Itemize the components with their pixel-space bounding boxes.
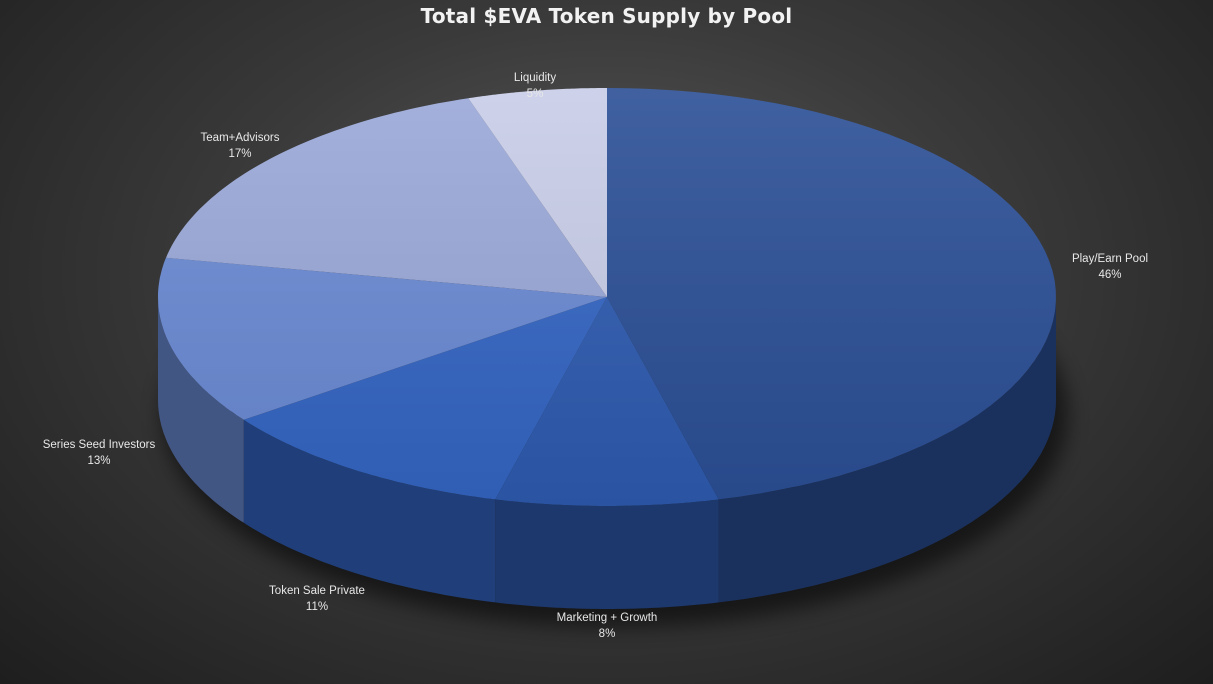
slice-label-percent: 8% bbox=[598, 628, 616, 640]
pie-side-marketing-growth bbox=[495, 499, 719, 609]
slice-label-name: Team+Advisors bbox=[200, 132, 280, 144]
slice-label-play-earn-pool: Play/Earn Pool 46% bbox=[1072, 251, 1148, 283]
chart-title: Total $EVA Token Supply by Pool bbox=[420, 4, 793, 28]
pie-top-sheen bbox=[158, 88, 1056, 506]
slice-label-name: Marketing + Growth bbox=[556, 612, 658, 624]
slice-label-name: Liquidity bbox=[513, 72, 557, 84]
slice-label-liquidity: Liquidity 5% bbox=[514, 70, 556, 102]
pie-side-play-earn-pool bbox=[718, 297, 1056, 603]
slice-label-name: Play/Earn Pool bbox=[1071, 253, 1149, 265]
slice-label-percent: 46% bbox=[1098, 269, 1122, 281]
slice-label-team-advisors: Team+Advisors 17% bbox=[201, 130, 280, 162]
slice-label-token-sale-private: Token Sale Private 11% bbox=[269, 583, 365, 615]
slice-label-percent: 13% bbox=[87, 455, 111, 467]
slice-label-name: Series Seed Investors bbox=[42, 439, 156, 451]
slice-label-series-seed-investors: Series Seed Investors 13% bbox=[43, 437, 156, 469]
pie-side-token-sale-private bbox=[243, 419, 496, 603]
slice-label-percent: 11% bbox=[305, 601, 329, 613]
slice-label-percent: 5% bbox=[526, 88, 544, 100]
slice-label-percent: 17% bbox=[228, 148, 252, 160]
slice-label-marketing-growth: Marketing + Growth 8% bbox=[557, 610, 658, 642]
slice-label-name: Token Sale Private bbox=[269, 585, 365, 597]
pie-side-series-seed-investors bbox=[158, 297, 244, 523]
